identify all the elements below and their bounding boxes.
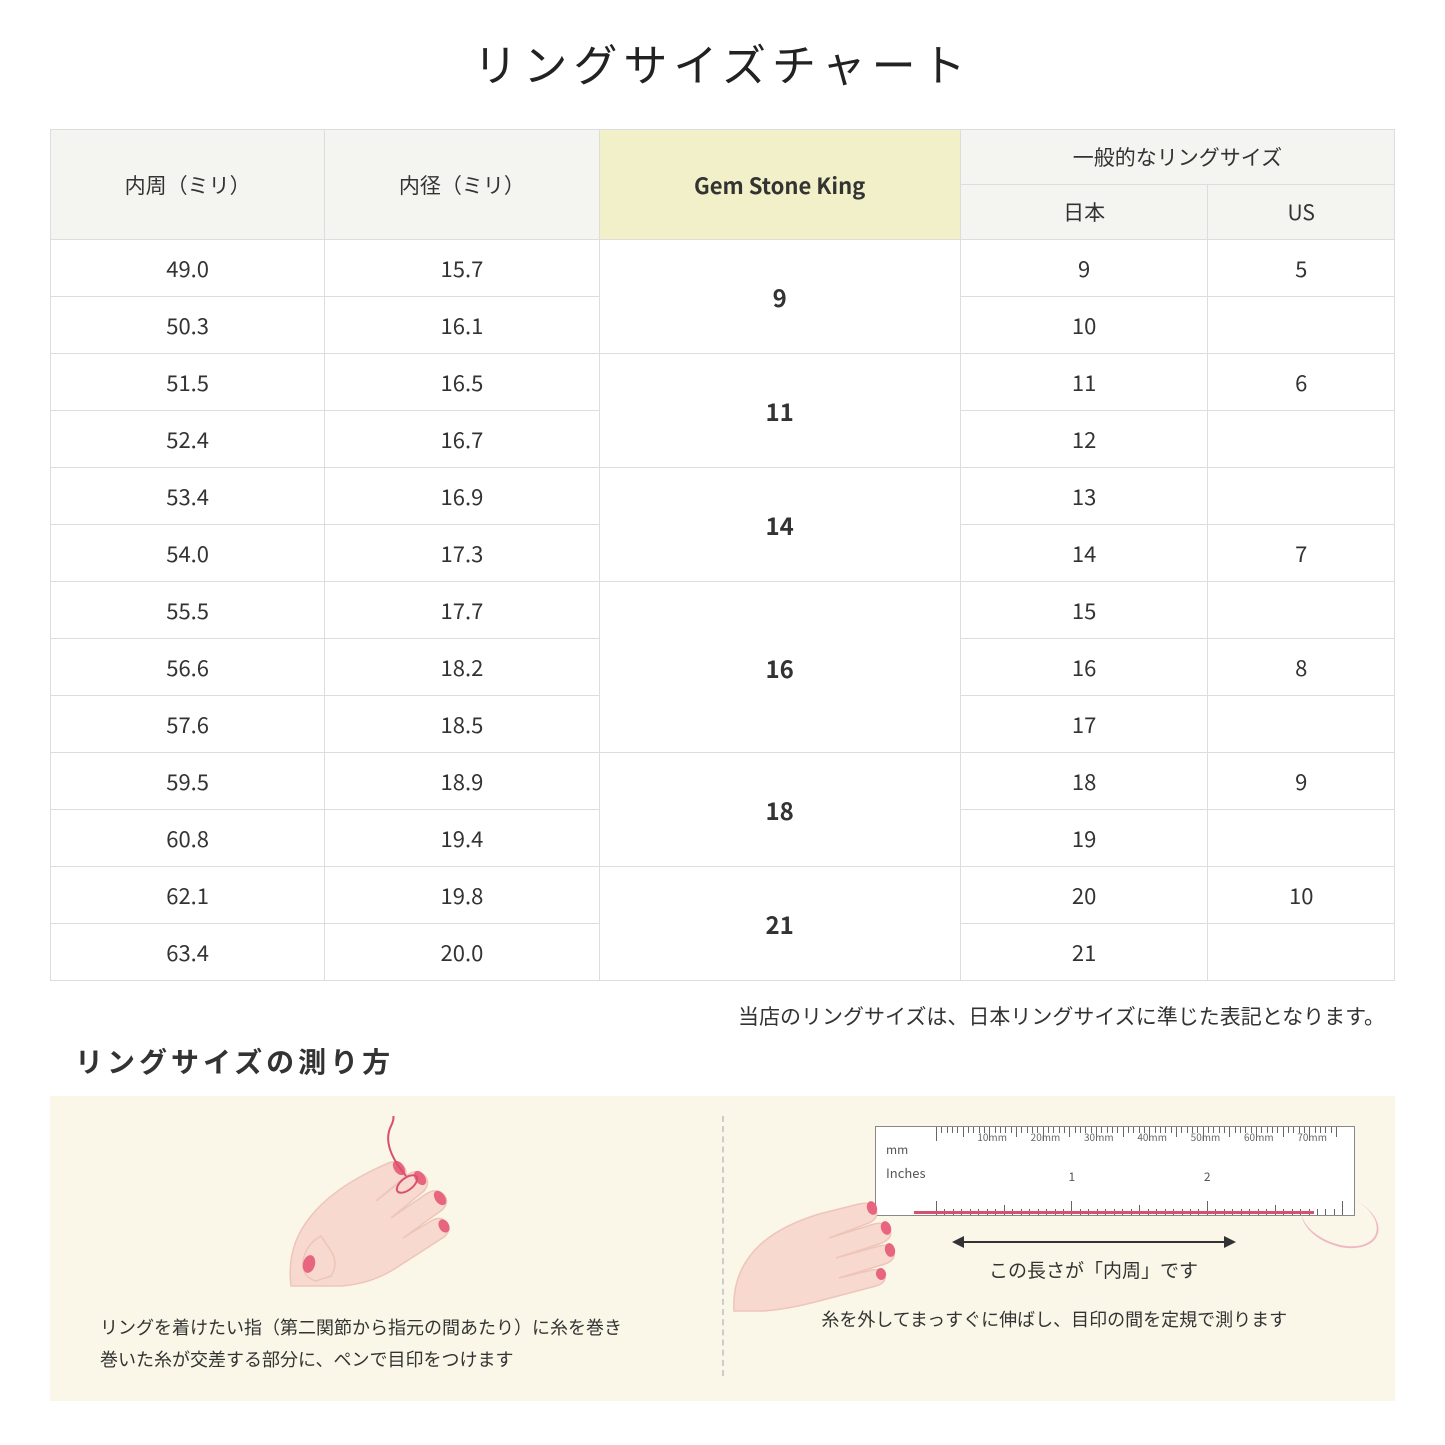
- cell-circumference: 57.6: [51, 696, 325, 753]
- header-us: US: [1208, 185, 1395, 240]
- measurement-arrow: [954, 1241, 1234, 1243]
- size-table: 内周（ミリ） 内径（ミリ） Gem Stone King 一般的なリングサイズ …: [50, 129, 1395, 981]
- cell-diameter: 18.5: [325, 696, 599, 753]
- cell-circumference: 49.0: [51, 240, 325, 297]
- cell-japan: 17: [960, 696, 1208, 753]
- cell-us: [1208, 696, 1395, 753]
- cell-japan: 14: [960, 525, 1208, 582]
- cell-us: [1208, 411, 1395, 468]
- cell-us: [1208, 297, 1395, 354]
- header-diameter: 内径（ミリ）: [325, 130, 599, 240]
- cell-us: [1208, 468, 1395, 525]
- cell-japan: 10: [960, 297, 1208, 354]
- cell-circumference: 62.1: [51, 867, 325, 924]
- cell-circumference: 60.8: [51, 810, 325, 867]
- cell-circumference: 56.6: [51, 639, 325, 696]
- cell-gsk: 18: [599, 753, 960, 867]
- cell-japan: 16: [960, 639, 1208, 696]
- thread-icon: [914, 1211, 1314, 1214]
- cell-diameter: 16.9: [325, 468, 599, 525]
- cell-diameter: 17.7: [325, 582, 599, 639]
- cell-japan: 19: [960, 810, 1208, 867]
- table-row: 55.517.71615: [51, 582, 1395, 639]
- cell-gsk: 11: [599, 354, 960, 468]
- hand-hold-icon: [724, 1166, 944, 1316]
- cell-diameter: 16.7: [325, 411, 599, 468]
- cell-circumference: 52.4: [51, 411, 325, 468]
- ruler-mm-tick-label: 20mm: [1031, 1129, 1061, 1144]
- cell-diameter: 19.8: [325, 867, 599, 924]
- cell-japan: 9: [960, 240, 1208, 297]
- ruler-inch-tick-label: 2: [1204, 1168, 1211, 1185]
- cell-diameter: 16.5: [325, 354, 599, 411]
- cell-gsk: 9: [599, 240, 960, 354]
- ruler-mm-label: mm: [886, 1141, 908, 1158]
- cell-us: 7: [1208, 525, 1395, 582]
- measurement-guide: リングを着けたい指（第二関節から指元の間あたり）に糸を巻き巻いた糸が交差する部分…: [50, 1096, 1395, 1401]
- ruler-mm-tick-label: 30mm: [1084, 1129, 1114, 1144]
- header-general: 一般的なリングサイズ: [960, 130, 1394, 185]
- table-row: 59.518.918189: [51, 753, 1395, 810]
- cell-gsk: 16: [599, 582, 960, 753]
- cell-diameter: 20.0: [325, 924, 599, 981]
- guide-subtitle: リングサイズの測り方: [75, 1041, 1395, 1081]
- hand-wrap-icon: [231, 1116, 551, 1296]
- cell-circumference: 55.5: [51, 582, 325, 639]
- ruler-icon: 10mm20mm30mm40mm50mm60mm70mm mm Inches 1…: [875, 1126, 1355, 1216]
- cell-circumference: 63.4: [51, 924, 325, 981]
- cell-japan: 18: [960, 753, 1208, 810]
- cell-circumference: 54.0: [51, 525, 325, 582]
- cell-gsk: 14: [599, 468, 960, 582]
- table-row: 49.015.7995: [51, 240, 1395, 297]
- cell-circumference: 51.5: [51, 354, 325, 411]
- cell-japan: 12: [960, 411, 1208, 468]
- cell-circumference: 50.3: [51, 297, 325, 354]
- header-circumference: 内周（ミリ）: [51, 130, 325, 240]
- cell-japan: 20: [960, 867, 1208, 924]
- cell-japan: 21: [960, 924, 1208, 981]
- cell-us: [1208, 582, 1395, 639]
- header-gsk: Gem Stone King: [599, 130, 960, 240]
- guide-step-1: リングを着けたい指（第二関節から指元の間あたり）に糸を巻き巻いた糸が交差する部分…: [70, 1116, 712, 1376]
- ruler-mm-tick-label: 70mm: [1297, 1129, 1327, 1144]
- ruler-inch-tick-label: 1: [1068, 1168, 1075, 1185]
- cell-japan: 11: [960, 354, 1208, 411]
- cell-diameter: 15.7: [325, 240, 599, 297]
- cell-us: 10: [1208, 867, 1395, 924]
- cell-diameter: 18.2: [325, 639, 599, 696]
- guide-left-text: リングを着けたい指（第二関節から指元の間あたり）に糸を巻き巻いた糸が交差する部分…: [70, 1311, 712, 1376]
- cell-circumference: 59.5: [51, 753, 325, 810]
- table-row: 53.416.91413: [51, 468, 1395, 525]
- table-note: 当店のリングサイズは、日本リングサイズに準じた表記となります。: [50, 1001, 1385, 1031]
- cell-us: [1208, 924, 1395, 981]
- cell-diameter: 17.3: [325, 525, 599, 582]
- ruler-mm-tick-label: 40mm: [1137, 1129, 1167, 1144]
- cell-us: 8: [1208, 639, 1395, 696]
- cell-us: 6: [1208, 354, 1395, 411]
- cell-diameter: 19.4: [325, 810, 599, 867]
- cell-japan: 15: [960, 582, 1208, 639]
- cell-diameter: 16.1: [325, 297, 599, 354]
- table-row: 51.516.511116: [51, 354, 1395, 411]
- cell-japan: 13: [960, 468, 1208, 525]
- cell-us: 5: [1208, 240, 1395, 297]
- ruler-mm-tick-label: 10mm: [977, 1129, 1007, 1144]
- table-row: 62.119.8212010: [51, 867, 1395, 924]
- cell-diameter: 18.9: [325, 753, 599, 810]
- cell-gsk: 21: [599, 867, 960, 981]
- header-japan: 日本: [960, 185, 1208, 240]
- ruler-mm-tick-label: 50mm: [1191, 1129, 1221, 1144]
- ruler-mm-tick-label: 60mm: [1244, 1129, 1274, 1144]
- guide-step-2: 10mm20mm30mm40mm50mm60mm70mm mm Inches 1…: [734, 1116, 1376, 1376]
- cell-us: 9: [1208, 753, 1395, 810]
- arrow-caption: この長さが「内周」です: [954, 1256, 1234, 1283]
- cell-circumference: 53.4: [51, 468, 325, 525]
- cell-us: [1208, 810, 1395, 867]
- chart-title: リングサイズチャート: [50, 30, 1395, 94]
